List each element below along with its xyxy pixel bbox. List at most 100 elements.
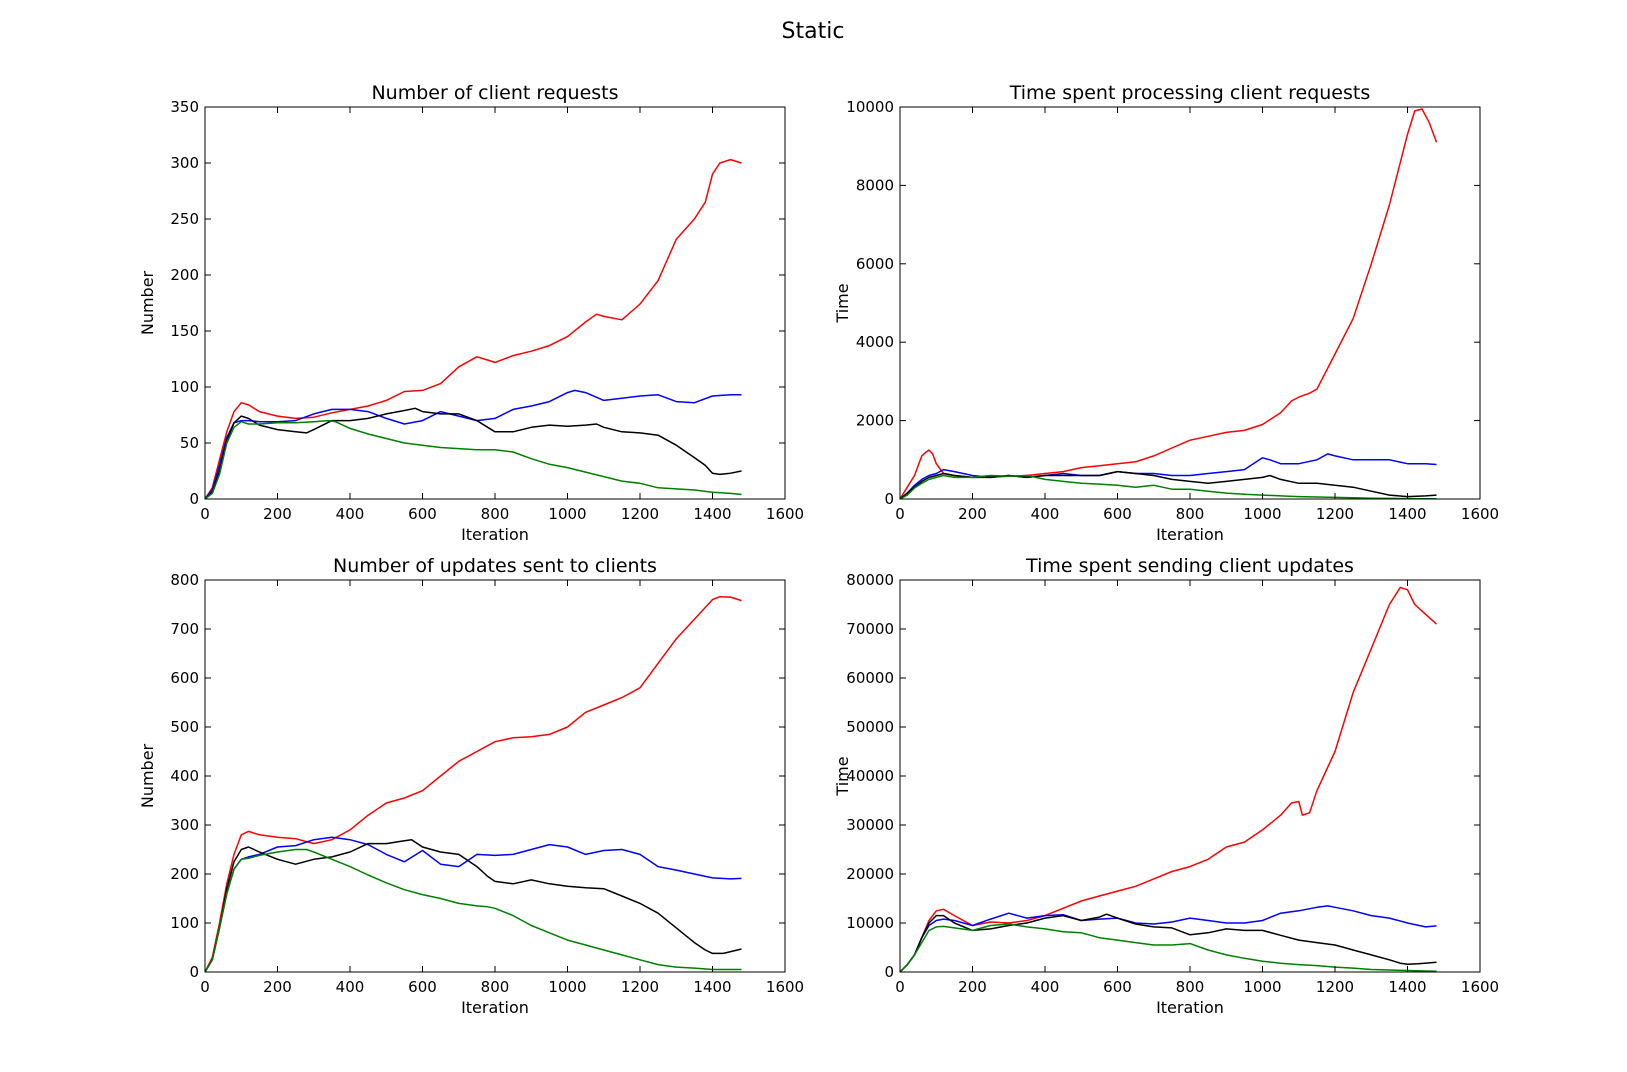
x-tick-label: 400 <box>1031 978 1060 996</box>
series-line-4 <box>205 848 742 972</box>
x-tick-label: 400 <box>1031 505 1060 523</box>
y-tick-label: 0 <box>884 963 894 981</box>
x-tick-label: 800 <box>1176 978 1205 996</box>
x-tick-label: 1200 <box>621 978 659 996</box>
y-tick-label: 700 <box>170 620 199 638</box>
series-group <box>900 108 1438 499</box>
x-tick-label: 400 <box>336 978 365 996</box>
series-line-1 <box>900 108 1438 499</box>
y-tick-label: 800 <box>170 571 199 589</box>
series-line-3 <box>900 470 1437 499</box>
plot-frame <box>204 106 786 500</box>
y-tick-label: 6000 <box>856 255 894 273</box>
series-line-1 <box>205 158 742 499</box>
y-tick-label: 2000 <box>856 412 894 430</box>
series-line-1 <box>205 595 742 972</box>
y-tick-label: 10000 <box>846 98 894 116</box>
series-line-3 <box>205 838 742 972</box>
y-tick-label: 500 <box>170 718 199 736</box>
y-tick-label: 10000 <box>846 914 894 932</box>
y-axis-label: Time <box>833 283 852 323</box>
y-axis-label: Time <box>833 756 852 796</box>
y-tick-label: 600 <box>170 669 199 687</box>
series-group <box>205 158 742 499</box>
x-tick-label: 200 <box>958 505 987 523</box>
x-tick-label: 1200 <box>621 505 659 523</box>
chart-title: Number of client requests <box>371 82 618 104</box>
y-tick-label: 100 <box>170 914 199 932</box>
x-tick-label: 200 <box>958 978 987 996</box>
y-tick-label: 20000 <box>846 865 894 883</box>
x-tick-label: 800 <box>481 978 510 996</box>
x-tick-label: 0 <box>200 978 210 996</box>
y-tick-label: 200 <box>170 266 199 284</box>
x-tick-label: 1600 <box>1461 978 1499 996</box>
y-tick-label: 80000 <box>846 571 894 589</box>
chart-title: Time spent processing client requests <box>1009 82 1371 104</box>
y-tick-label: 4000 <box>856 333 894 351</box>
y-tick-label: 40000 <box>846 767 894 785</box>
y-tick-label: 60000 <box>846 669 894 687</box>
chart-panel-2: Time spent processing client requests It… <box>833 82 1499 544</box>
y-tick-label: 30000 <box>846 816 894 834</box>
x-tick-label: 1600 <box>766 505 804 523</box>
series-group <box>205 595 742 972</box>
chart-panel-1: Number of client requests Iteration Numb… <box>138 82 804 544</box>
x-tick-label: 400 <box>336 505 365 523</box>
x-tick-label: 1000 <box>1243 978 1281 996</box>
series-line-1 <box>900 586 1438 972</box>
y-tick-label: 200 <box>170 865 199 883</box>
x-axis-label: Iteration <box>461 998 529 1017</box>
series-line-2 <box>205 389 742 499</box>
chart-panel-4: Time spent sending client updates Iterat… <box>833 555 1499 1017</box>
y-tick-label: 50000 <box>846 718 894 736</box>
x-tick-label: 800 <box>481 505 510 523</box>
x-axis-label: Iteration <box>1156 998 1224 1017</box>
series-line-3 <box>205 407 742 499</box>
chart-panel-3: Number of updates sent to clients Iterat… <box>138 555 804 1017</box>
series-line-4 <box>205 419 742 499</box>
series-line-2 <box>205 836 742 972</box>
chart-title: Number of updates sent to clients <box>333 555 657 577</box>
x-tick-label: 1000 <box>548 978 586 996</box>
x-tick-label: 1200 <box>1316 505 1354 523</box>
x-tick-label: 1600 <box>1461 505 1499 523</box>
series-line-2 <box>900 905 1437 972</box>
x-tick-label: 1400 <box>693 978 731 996</box>
x-axis-label: Iteration <box>1156 525 1224 544</box>
y-tick-label: 300 <box>170 154 199 172</box>
y-tick-label: 300 <box>170 816 199 834</box>
x-tick-label: 600 <box>1103 505 1132 523</box>
chart-title: Time spent sending client updates <box>1025 555 1354 577</box>
y-tick-label: 100 <box>170 378 199 396</box>
y-tick-label: 400 <box>170 767 199 785</box>
y-tick-label: 0 <box>189 963 199 981</box>
y-tick-label: 8000 <box>856 176 894 194</box>
x-tick-label: 0 <box>200 505 210 523</box>
y-tick-label: 250 <box>170 210 199 228</box>
y-tick-label: 0 <box>884 490 894 508</box>
x-tick-label: 1000 <box>1243 505 1281 523</box>
figure-title: Static <box>782 19 845 44</box>
series-line-4 <box>900 474 1437 499</box>
y-axis-label: Number <box>138 743 157 808</box>
series-line-2 <box>900 453 1437 499</box>
x-tick-label: 0 <box>895 505 905 523</box>
x-tick-label: 600 <box>1103 978 1132 996</box>
x-axis-label: Iteration <box>461 525 529 544</box>
y-axis-label: Number <box>138 270 157 335</box>
y-tick-label: 150 <box>170 322 199 340</box>
y-tick-label: 50 <box>180 434 199 452</box>
x-tick-label: 1200 <box>1316 978 1354 996</box>
x-tick-label: 200 <box>263 978 292 996</box>
series-line-3 <box>900 913 1437 972</box>
x-tick-label: 1600 <box>766 978 804 996</box>
y-tick-label: 70000 <box>846 620 894 638</box>
x-tick-label: 0 <box>895 978 905 996</box>
x-tick-label: 1400 <box>1388 505 1426 523</box>
x-tick-label: 200 <box>263 505 292 523</box>
x-tick-label: 600 <box>408 505 437 523</box>
x-tick-label: 800 <box>1176 505 1205 523</box>
y-tick-label: 350 <box>170 98 199 116</box>
